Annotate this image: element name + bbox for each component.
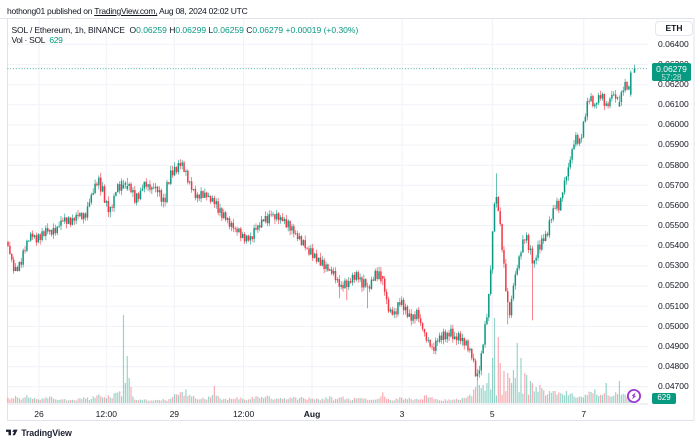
svg-text:TradingView: TradingView [21,429,72,438]
